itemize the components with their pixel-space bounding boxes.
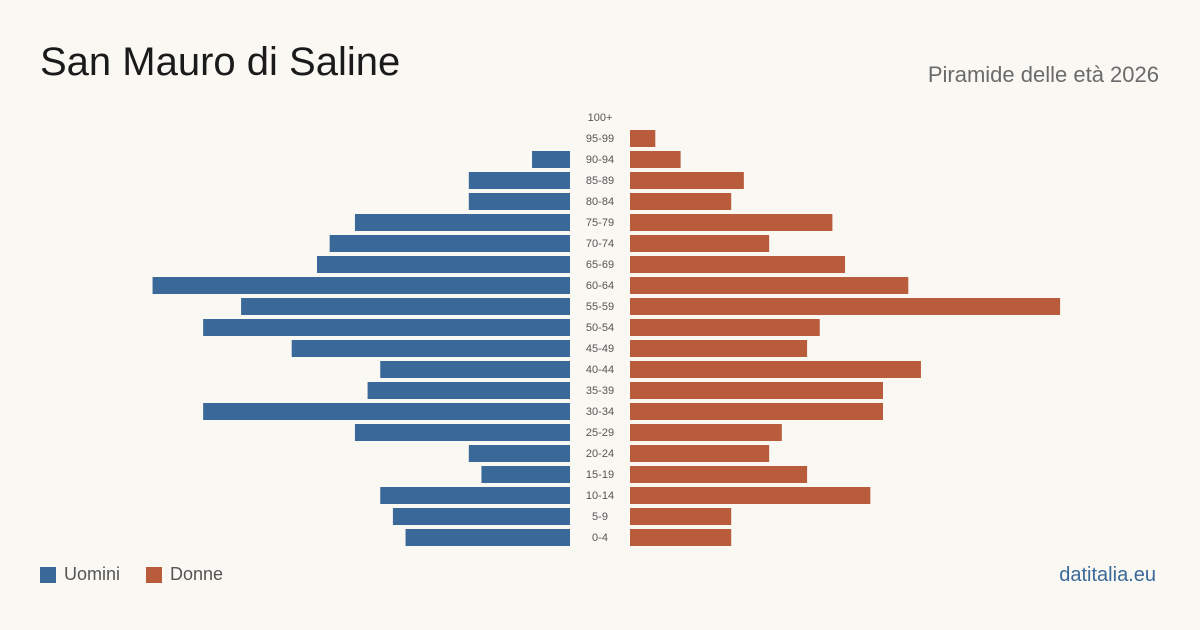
bar-male-15-19 bbox=[481, 466, 570, 483]
age-label-75-79: 75-79 bbox=[586, 217, 614, 229]
bar-male-30-34 bbox=[203, 403, 570, 420]
age-label-90-94: 90-94 bbox=[586, 154, 614, 166]
age-label-40-44: 40-44 bbox=[586, 364, 614, 376]
bar-female-25-29 bbox=[630, 424, 782, 441]
age-label-15-19: 15-19 bbox=[586, 469, 614, 481]
bar-female-80-84 bbox=[630, 193, 732, 210]
age-label-100+: 100+ bbox=[588, 112, 613, 124]
bar-female-75-79 bbox=[630, 214, 833, 231]
bar-female-10-14 bbox=[630, 487, 871, 504]
bar-male-35-39 bbox=[367, 382, 570, 399]
bar-male-80-84 bbox=[468, 193, 570, 210]
bar-male-40-44 bbox=[380, 361, 570, 378]
age-label-10-14: 10-14 bbox=[586, 490, 614, 502]
age-label-60-64: 60-64 bbox=[586, 280, 614, 292]
bar-male-45-49 bbox=[291, 340, 570, 357]
chart-title: San Mauro di Saline bbox=[40, 40, 401, 84]
bar-male-65-69 bbox=[317, 256, 570, 273]
bar-male-25-29 bbox=[354, 424, 570, 441]
age-label-25-29: 25-29 bbox=[586, 427, 614, 439]
source-link[interactable]: datitalia.eu bbox=[1059, 564, 1156, 586]
bar-female-55-59 bbox=[630, 298, 1061, 315]
age-label-45-49: 45-49 bbox=[586, 343, 614, 355]
age-label-70-74: 70-74 bbox=[586, 238, 614, 250]
legend-item-female: Donne bbox=[146, 564, 223, 585]
bar-male-20-24 bbox=[468, 445, 570, 462]
bar-male-60-64 bbox=[152, 277, 571, 294]
bar-female-40-44 bbox=[630, 361, 921, 378]
chart-subtitle: Piramide delle età 2026 bbox=[927, 62, 1159, 87]
bar-female-85-89 bbox=[630, 172, 744, 189]
bar-female-65-69 bbox=[630, 256, 846, 273]
age-label-50-54: 50-54 bbox=[586, 322, 614, 334]
age-label-95-99: 95-99 bbox=[586, 133, 614, 145]
age-label-20-24: 20-24 bbox=[586, 448, 614, 460]
bar-male-55-59 bbox=[241, 298, 570, 315]
bar-female-60-64 bbox=[630, 277, 909, 294]
legend-swatch-male bbox=[40, 566, 56, 583]
bar-female-30-34 bbox=[630, 403, 883, 420]
bar-male-5-9 bbox=[392, 508, 570, 525]
bar-female-95-99 bbox=[630, 130, 656, 147]
age-label-65-69: 65-69 bbox=[586, 259, 614, 271]
legend-label-female: Donne bbox=[170, 564, 224, 584]
age-label-35-39: 35-39 bbox=[586, 385, 614, 397]
bar-female-15-19 bbox=[630, 466, 808, 483]
bar-female-45-49 bbox=[630, 340, 808, 357]
bar-female-50-54 bbox=[630, 319, 820, 336]
bar-male-0-4 bbox=[405, 529, 570, 546]
age-label-30-34: 30-34 bbox=[586, 406, 614, 418]
age-label-5-9: 5-9 bbox=[592, 511, 608, 523]
bar-male-85-89 bbox=[468, 172, 570, 189]
legend-swatch-female bbox=[146, 566, 163, 583]
bar-male-50-54 bbox=[203, 319, 570, 336]
bar-female-20-24 bbox=[630, 445, 770, 462]
bar-male-70-74 bbox=[329, 235, 570, 252]
age-label-0-4: 0-4 bbox=[592, 532, 608, 544]
bar-male-10-14 bbox=[380, 487, 570, 504]
bar-female-90-94 bbox=[630, 151, 681, 168]
legend-item-male: Uomini bbox=[40, 564, 120, 585]
bar-male-75-79 bbox=[354, 214, 570, 231]
bar-male-90-94 bbox=[532, 151, 570, 168]
legend-label-male: Uomini bbox=[64, 564, 121, 584]
bar-female-35-39 bbox=[630, 382, 883, 399]
legend: Uomini Donne bbox=[40, 564, 249, 585]
age-label-55-59: 55-59 bbox=[586, 301, 614, 313]
age-label-85-89: 85-89 bbox=[586, 175, 614, 187]
bar-female-5-9 bbox=[630, 508, 732, 525]
bar-female-70-74 bbox=[630, 235, 770, 252]
bar-female-0-4 bbox=[630, 529, 732, 546]
age-label-80-84: 80-84 bbox=[586, 196, 614, 208]
